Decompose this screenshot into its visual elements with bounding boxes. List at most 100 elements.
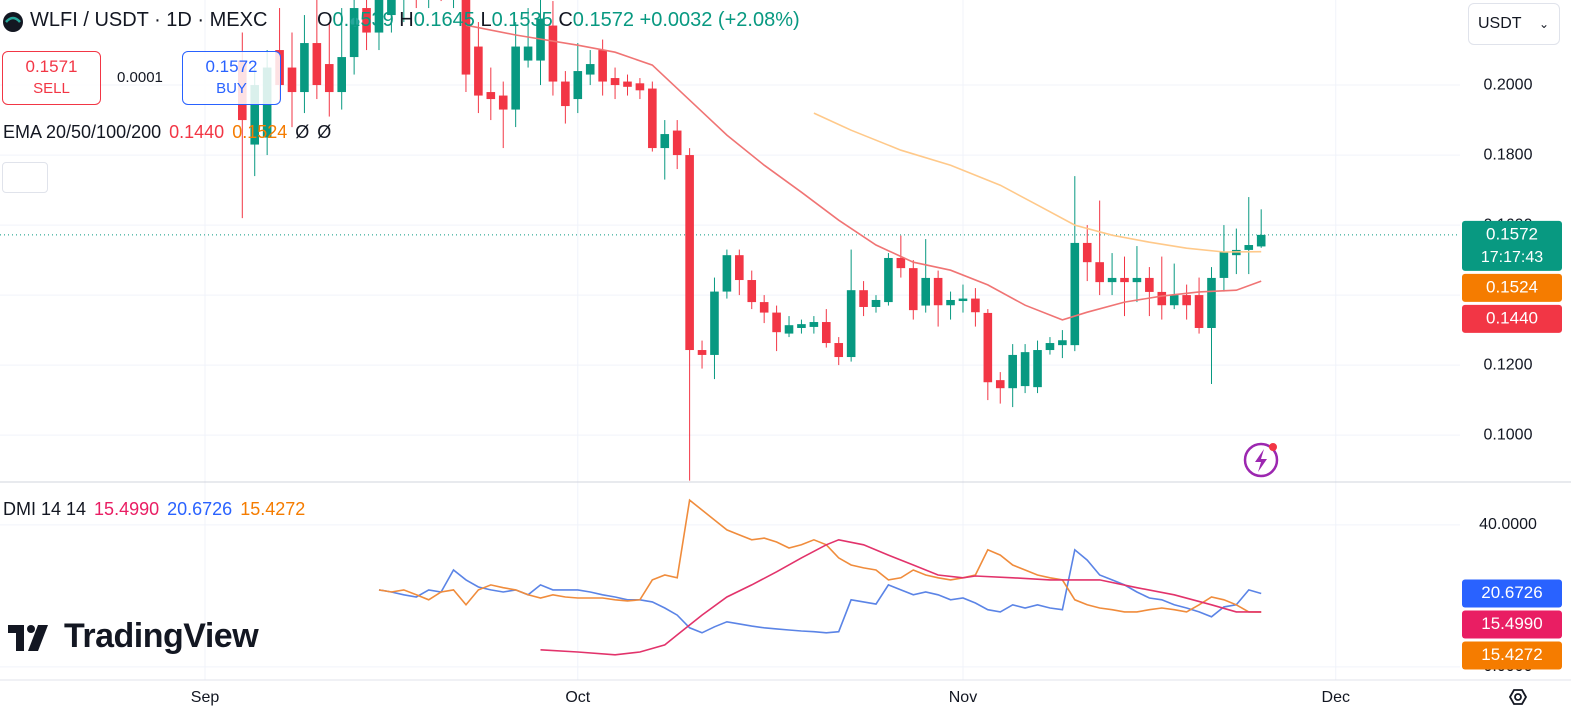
buy-label: BUY	[216, 80, 247, 97]
buy-price: 0.1572	[205, 57, 258, 76]
ohlc: O0.1539 H0.1645 L0.1535 C0.1572 +0.0032 …	[317, 9, 800, 31]
candle-body	[1082, 242, 1092, 263]
currency: USDT	[1478, 15, 1522, 32]
candle-body	[387, 0, 396, 16]
candle-body	[1008, 354, 1017, 389]
y-tick-label: 0.1000	[1484, 426, 1533, 443]
price-badge	[1462, 641, 1562, 670]
indicator-line	[540, 538, 1262, 656]
dmi-value: 15.4272	[240, 499, 306, 519]
candle-body	[933, 277, 943, 306]
buy-button[interactable]: 0.1572 BUY	[182, 51, 281, 105]
ohlc-value: 0.1645	[413, 9, 475, 31]
sell-price: 0.1571	[25, 57, 78, 76]
candle-body	[1244, 245, 1254, 250]
ema-legend: EMA 20/50/100/200 0.1440 0.1524 Ø Ø	[3, 122, 331, 143]
sell-button[interactable]: 0.1571 SELL	[2, 51, 101, 105]
candle-body	[834, 343, 844, 358]
price-badge	[1462, 579, 1562, 608]
price-badge-label: 20.6726	[1481, 583, 1542, 602]
candle-body	[846, 290, 856, 358]
candle-body	[312, 43, 322, 86]
sell-label: SELL	[33, 80, 70, 97]
ohlc-value: 0.1535	[491, 9, 553, 31]
candle-body	[697, 350, 707, 355]
currency-select[interactable]: USDT ⌄	[1468, 3, 1560, 45]
candle-body	[1070, 242, 1080, 346]
candle-body	[685, 155, 694, 351]
x-tick-label: Dec	[1322, 689, 1350, 706]
candle-body	[623, 81, 632, 87]
price-badge-label: 15.4272	[1481, 645, 1542, 664]
candle-body	[300, 43, 309, 93]
candle-body	[474, 46, 483, 96]
candle-body	[1169, 295, 1179, 306]
collapse-button[interactable]	[2, 162, 48, 193]
dmi-pane	[378, 498, 1262, 656]
price-badge-timer: 17:17:43	[1481, 249, 1543, 266]
spread: 0.0001	[117, 69, 163, 86]
dmi-legend: DMI 14 14 15.4990 20.6726 15.4272	[3, 499, 305, 520]
ema-value: Ø	[295, 122, 310, 142]
indicator-line	[813, 112, 1262, 253]
ohlc-key: L	[480, 9, 492, 31]
candle-body	[324, 64, 334, 93]
candle-body	[859, 290, 868, 307]
settings-button[interactable]	[1508, 689, 1528, 705]
ohlc-key: O	[316, 9, 333, 31]
candle-body	[1132, 277, 1142, 283]
dmi-value: 20.6726	[167, 499, 233, 519]
candle-body	[921, 277, 931, 306]
candle-body	[1107, 277, 1117, 283]
candle-body	[747, 280, 757, 303]
symbol: WLFI / USDT · 1D · MEXC	[30, 9, 268, 31]
candle-body	[1120, 277, 1129, 283]
candle-body	[1207, 277, 1216, 328]
indicator-line	[465, 24, 1262, 321]
flash-button[interactable]	[1243, 442, 1279, 478]
candle-body	[486, 92, 496, 100]
candle-body	[759, 302, 769, 313]
candle-body	[710, 291, 719, 355]
candle-body	[523, 46, 533, 61]
candle-body	[648, 88, 657, 149]
candle-body	[660, 134, 670, 149]
candle-body	[349, 8, 359, 58]
dmi-value: 15.4990	[94, 499, 160, 519]
price-badge	[1462, 220, 1562, 271]
price-badge-label: 0.1440	[1486, 308, 1538, 327]
ema-name: EMA 20/50/100/200	[3, 122, 162, 142]
candle-body	[946, 299, 955, 306]
candle-body	[561, 81, 570, 107]
candle-body	[1182, 295, 1191, 306]
candle-body	[1157, 291, 1167, 306]
y-tick-label: 40.0000	[1479, 516, 1537, 533]
symbol-icon	[3, 12, 23, 32]
candle-body	[908, 268, 918, 311]
candle-body	[735, 255, 744, 281]
candle-body	[1045, 343, 1055, 351]
candle-body	[896, 257, 906, 269]
price-badge-label: 0.1572	[1486, 224, 1538, 243]
x-tick-label: Sep	[191, 689, 220, 706]
candle-body	[250, 85, 260, 145]
candle-body	[498, 95, 508, 110]
candle-body	[1194, 295, 1204, 328]
candle-body	[573, 71, 583, 100]
ohlc-key: C	[558, 9, 573, 31]
axes: 0.10000.12000.14000.16000.18000.20000.00…	[191, 76, 1537, 706]
candle-body	[821, 322, 831, 344]
price-badge-label: 0.1524	[1486, 277, 1538, 296]
candle-body	[362, 8, 371, 33]
dmi-name: DMI 14 14	[3, 499, 87, 519]
candle-body	[1095, 262, 1104, 283]
candle-body	[511, 46, 520, 110]
candle-body	[374, 0, 384, 33]
candle-body	[809, 322, 819, 327]
candle-body	[635, 83, 645, 91]
candle-body	[337, 57, 347, 93]
indicator-line	[378, 548, 1262, 634]
candle-body	[797, 324, 806, 328]
